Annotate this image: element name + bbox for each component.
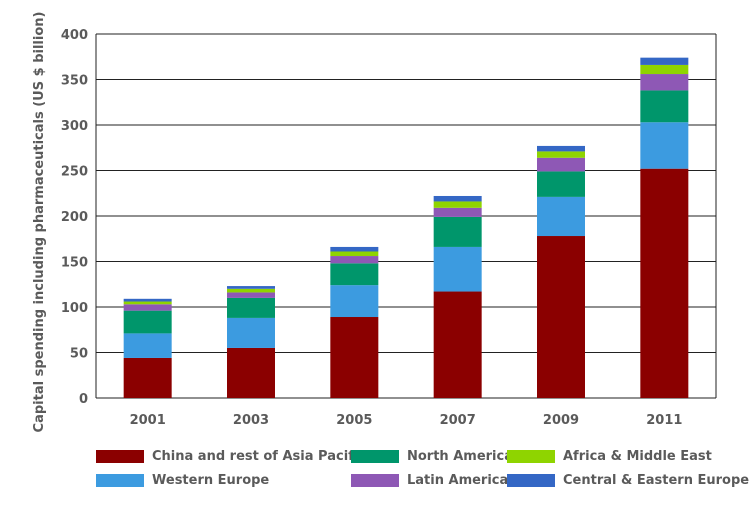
x-tick-label: 2005 [336, 413, 372, 428]
bar-segment [123, 357, 172, 398]
bar-segment [123, 298, 172, 302]
bar-segment [433, 246, 482, 292]
legend-label: North America [407, 448, 513, 464]
y-tick-label: 300 [61, 119, 88, 134]
legend-swatch [96, 449, 144, 463]
y-tick-label: 50 [70, 347, 88, 362]
x-axis-ticks: 2001 2003 2005 2007 2009 2011 [130, 413, 683, 428]
bar-segment [640, 74, 689, 91]
legend-label: Africa & Middle East [563, 448, 712, 464]
bar-segment [433, 195, 482, 202]
bar-segment [123, 333, 172, 358]
bar-segment [330, 263, 379, 286]
bar-segment [227, 297, 275, 318]
bar-segment [227, 288, 275, 293]
bar-segment [227, 292, 275, 298]
bar-segment [640, 90, 689, 123]
x-tick-label: 2003 [233, 413, 269, 428]
y-axis-ticks: 0 50 100 150 200 250 300 350 400 [61, 28, 88, 407]
y-tick-label: 200 [61, 210, 88, 225]
bar-segment [227, 286, 275, 289]
bar-segment [640, 168, 689, 398]
bar-segment [330, 251, 379, 257]
legend-item: Central & Eastern Europe [507, 470, 749, 490]
bar-segment [640, 64, 689, 75]
x-tick-label: 2001 [130, 413, 166, 428]
y-tick-label: 400 [61, 28, 88, 43]
legend-label: China and rest of Asia Pacific [152, 448, 366, 464]
legend-swatch [351, 449, 399, 463]
legend-item: China and rest of Asia Pacific [96, 446, 366, 466]
bar-segment [123, 310, 172, 334]
bar-segment [537, 196, 585, 237]
x-tick-label: 2011 [646, 413, 682, 428]
bar-segment [123, 301, 172, 305]
legend-label: Central & Eastern Europe [563, 472, 750, 488]
bar-segment [433, 201, 482, 208]
bar-segment [433, 291, 482, 398]
legend-swatch [507, 473, 555, 487]
bar-segment [640, 57, 689, 65]
bar-segment [537, 171, 585, 197]
y-tick-label: 0 [79, 392, 88, 407]
y-tick-label: 250 [61, 165, 88, 180]
bar-segment [537, 151, 585, 158]
bar-segment [330, 317, 379, 398]
bar-segment [537, 145, 585, 152]
legend-label: Latin America [407, 472, 509, 488]
bar-segment [330, 256, 379, 264]
bar-segment [330, 285, 379, 318]
legend-item: Africa & Middle East [507, 446, 712, 466]
bars [123, 57, 689, 398]
bar-segment [537, 157, 585, 172]
legend-item: North America [351, 446, 513, 466]
bar-segment [227, 317, 275, 348]
y-tick-label: 100 [61, 301, 88, 316]
legend-swatch [507, 449, 555, 463]
legend-item: Latin America [351, 470, 508, 490]
bar-segment [433, 207, 482, 217]
bar-segment [227, 347, 275, 398]
bar-segment [537, 236, 585, 398]
legend-swatch [351, 473, 399, 487]
x-tick-label: 2007 [440, 413, 476, 428]
bar-segment [640, 122, 689, 169]
x-tick-label: 2009 [543, 413, 579, 428]
bar-segment [433, 216, 482, 247]
legend-label: Western Europe [152, 472, 270, 488]
gridlines [95, 33, 717, 399]
y-tick-label: 350 [61, 74, 88, 89]
bar-segment [123, 304, 172, 311]
y-tick-label: 150 [61, 256, 88, 271]
bar-segment [330, 246, 379, 252]
y-axis-label: Capital spending including pharmaceutica… [32, 12, 47, 433]
legend-item: Western Europe [96, 470, 269, 490]
legend-swatch [96, 473, 144, 487]
